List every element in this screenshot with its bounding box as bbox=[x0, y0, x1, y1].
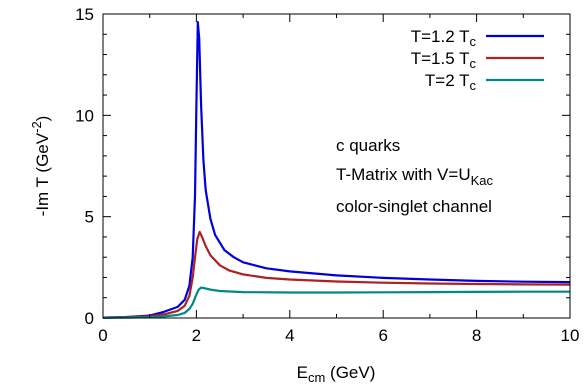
y-tick-labels: 0 5 10 15 bbox=[75, 5, 94, 328]
y-tick-label: 0 bbox=[85, 309, 94, 328]
legend-label-3: T=2 Tc bbox=[425, 71, 477, 93]
x-tick-label: 8 bbox=[472, 326, 481, 345]
annotation-line-1: c quarks bbox=[336, 136, 400, 155]
x-tick-label: 4 bbox=[285, 326, 294, 345]
y-axis-label: -Im T (GeV-2) bbox=[29, 116, 52, 217]
legend: T=1.2 TcT=1.5 TcT=2 Tc bbox=[411, 27, 544, 93]
x-tick-label: 2 bbox=[192, 326, 201, 345]
series-line-1 bbox=[102, 21, 571, 319]
legend-label-1: T=1.2 Tc bbox=[411, 27, 477, 49]
x-tick-labels: 0 2 4 6 8 10 bbox=[98, 326, 579, 345]
y-tick-label: 10 bbox=[75, 106, 94, 125]
series-line-3 bbox=[102, 286, 570, 319]
series-layer bbox=[102, 21, 571, 319]
y-tick-label: 5 bbox=[85, 208, 94, 227]
x-tick-label: 6 bbox=[378, 326, 387, 345]
x-tick-label: 0 bbox=[98, 326, 107, 345]
annotation-line-3: color-singlet channel bbox=[336, 197, 492, 216]
x-axis-label: Ecm (GeV) bbox=[297, 363, 376, 385]
series-line-2 bbox=[102, 230, 571, 319]
legend-label-2: T=1.5 Tc bbox=[411, 49, 477, 71]
tick-layer bbox=[102, 13, 571, 319]
x-tick-label: 10 bbox=[561, 326, 580, 345]
annotation-block: c quarks T-Matrix with V=UKac color-sing… bbox=[336, 136, 494, 216]
annotation-line-2: T-Matrix with V=UKac bbox=[336, 165, 494, 188]
y-tick-label: 15 bbox=[75, 5, 94, 24]
